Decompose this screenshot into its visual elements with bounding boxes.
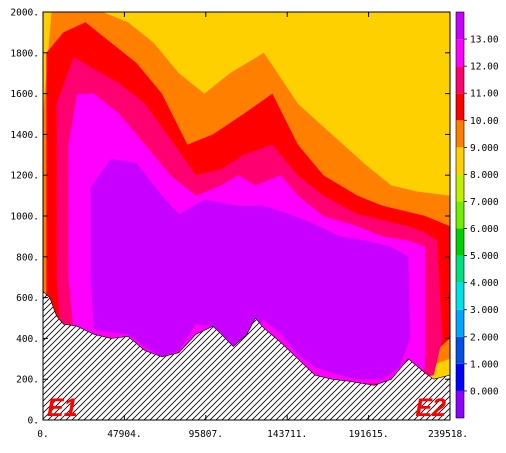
colorbar-swatch bbox=[456, 201, 464, 229]
y-tick-label: 2000. bbox=[10, 8, 39, 19]
y-tick-label: 1400. bbox=[10, 130, 39, 141]
colorbar-label: 12.00 bbox=[470, 62, 499, 73]
x-tick-label: 239518. bbox=[428, 429, 468, 440]
x-tick-label: 47904. bbox=[107, 429, 141, 440]
contour-region-13 bbox=[90, 158, 410, 380]
x-tick-label: 0. bbox=[37, 429, 48, 440]
x-tick-label: 95807. bbox=[189, 429, 223, 440]
colorbar-label: 7.000 bbox=[470, 197, 499, 208]
colorbar-swatch bbox=[456, 363, 464, 391]
colorbar-label: 3.000 bbox=[470, 305, 499, 316]
colorbar-label: 13.00 bbox=[470, 35, 499, 46]
colorbar-swatch bbox=[456, 120, 464, 148]
colorbar-swatch bbox=[456, 309, 464, 337]
y-tick-label: 600. bbox=[16, 293, 39, 304]
y-tick-label: 1800. bbox=[10, 48, 39, 59]
colorbar-label: 1.000 bbox=[470, 359, 499, 370]
colorbar-label: 4.000 bbox=[470, 278, 499, 289]
colorbar-label: 0.000 bbox=[470, 386, 499, 397]
colorbar-label: 5.000 bbox=[470, 251, 499, 262]
colorbar-frame bbox=[455, 11, 465, 419]
colorbar-label: 11.00 bbox=[470, 89, 499, 100]
colorbar-swatch bbox=[456, 336, 464, 364]
colorbar-swatch bbox=[456, 390, 464, 418]
y-tick-label: 1000. bbox=[10, 212, 39, 223]
station-label-right: E2 bbox=[415, 394, 446, 422]
y-tick-label: 1200. bbox=[10, 171, 39, 182]
station-label-left: E1 bbox=[47, 394, 78, 422]
colorbar-swatch bbox=[456, 12, 464, 40]
colorbar-swatch bbox=[456, 147, 464, 175]
colorbar-label: 2.000 bbox=[470, 332, 499, 343]
y-tick-label: 0. bbox=[28, 416, 39, 427]
colorbar-swatch bbox=[456, 282, 464, 310]
y-tick-label: 800. bbox=[16, 252, 39, 263]
colorbar-label: 9.000 bbox=[470, 143, 499, 154]
colorbar: 0.000 1.000 2.000 3.000 4.000 5.000 6.000 7.000… bbox=[455, 11, 499, 419]
colorbar-swatch bbox=[456, 174, 464, 202]
x-tick-label: 143711. bbox=[267, 429, 307, 440]
y-tick-label: 200. bbox=[16, 375, 39, 386]
plot-area bbox=[43, 12, 450, 420]
colorbar-swatch bbox=[456, 39, 464, 67]
x-tick-label: 191615. bbox=[349, 429, 389, 440]
colorbar-label: 10.00 bbox=[470, 116, 499, 127]
colorbar-swatch bbox=[456, 228, 464, 256]
terrain-hatch bbox=[43, 291, 450, 420]
colorbar-label: 6.000 bbox=[470, 224, 499, 235]
colorbar-label: 8.000 bbox=[470, 170, 499, 181]
colorbar-swatch bbox=[456, 255, 464, 283]
colorbar-swatch bbox=[456, 93, 464, 121]
colorbar-swatch bbox=[456, 66, 464, 94]
y-tick-label: 1600. bbox=[10, 89, 39, 100]
axes: 0. 200. 400. 600. 800. 1000. 1200. 1400. 1600. 18… bbox=[10, 8, 468, 441]
y-tick-label: 400. bbox=[16, 334, 39, 345]
